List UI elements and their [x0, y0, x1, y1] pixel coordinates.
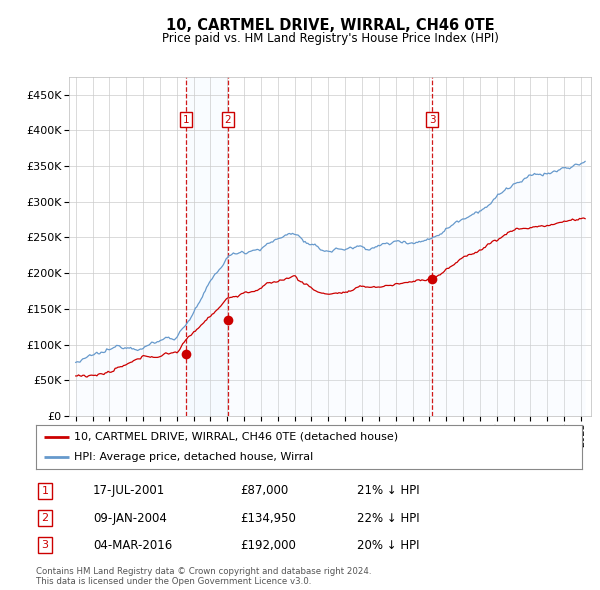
Text: 04-MAR-2016: 04-MAR-2016 — [93, 539, 172, 552]
Text: HPI: Average price, detached house, Wirral: HPI: Average price, detached house, Wirr… — [74, 452, 313, 462]
Text: 2: 2 — [224, 114, 231, 124]
Text: £134,950: £134,950 — [240, 512, 296, 525]
Text: 3: 3 — [429, 114, 436, 124]
Text: Contains HM Land Registry data © Crown copyright and database right 2024.: Contains HM Land Registry data © Crown c… — [36, 566, 371, 576]
Text: 21% ↓ HPI: 21% ↓ HPI — [357, 484, 419, 497]
Text: 10, CARTMEL DRIVE, WIRRAL, CH46 0TE: 10, CARTMEL DRIVE, WIRRAL, CH46 0TE — [166, 18, 494, 33]
Text: 10, CARTMEL DRIVE, WIRRAL, CH46 0TE (detached house): 10, CARTMEL DRIVE, WIRRAL, CH46 0TE (det… — [74, 432, 398, 442]
Text: 1: 1 — [182, 114, 189, 124]
Text: 1: 1 — [41, 486, 49, 496]
Text: 2: 2 — [41, 513, 49, 523]
Text: 17-JUL-2001: 17-JUL-2001 — [93, 484, 165, 497]
Text: £192,000: £192,000 — [240, 539, 296, 552]
Text: This data is licensed under the Open Government Licence v3.0.: This data is licensed under the Open Gov… — [36, 576, 311, 586]
Bar — [186, 77, 228, 416]
Text: 22% ↓ HPI: 22% ↓ HPI — [357, 512, 419, 525]
Text: 20% ↓ HPI: 20% ↓ HPI — [357, 539, 419, 552]
Text: Price paid vs. HM Land Registry's House Price Index (HPI): Price paid vs. HM Land Registry's House … — [161, 32, 499, 45]
Text: 09-JAN-2004: 09-JAN-2004 — [93, 512, 167, 525]
Text: 3: 3 — [41, 540, 49, 550]
Text: £87,000: £87,000 — [240, 484, 288, 497]
